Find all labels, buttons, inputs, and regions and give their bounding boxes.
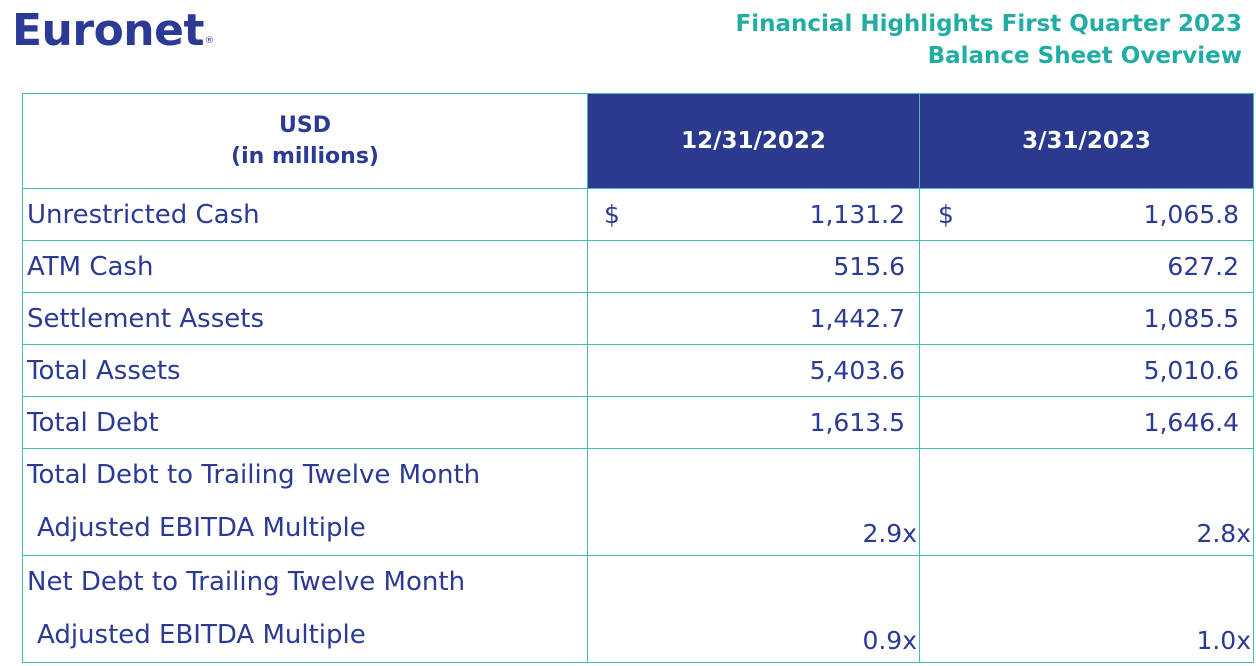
row-label: Unrestricted Cash — [22, 188, 588, 241]
row-value-2022: 0.9x — [587, 555, 920, 663]
row-label-line-1: Total Debt to Trailing Twelve Month — [27, 460, 481, 490]
units-header-line-2: (in millions) — [231, 144, 379, 169]
row-value-2022: 5,403.6 — [587, 344, 920, 397]
row-label: Total Assets — [22, 344, 588, 397]
title-line-1: Financial Highlights First Quarter 2023 — [735, 11, 1242, 37]
row-value-2023: 2.8x — [919, 448, 1254, 556]
title-line-2: Balance Sheet Overview — [927, 43, 1242, 69]
row-label: Total Debt to Trailing Twelve Month Adju… — [22, 448, 588, 556]
row-label: ATM Cash — [22, 240, 588, 293]
table-row: Total Assets 5,403.6 5,010.6 — [22, 344, 1254, 397]
currency-symbol: $ — [938, 200, 954, 229]
balance-sheet-table: USD (in millions) 12/31/2022 3/31/2023 U… — [22, 93, 1254, 663]
row-value-2022: 515.6 — [587, 240, 920, 293]
column-header-2022: 12/31/2022 — [587, 93, 920, 189]
row-label: Settlement Assets — [22, 292, 588, 345]
row-value-2022: 2.9x — [587, 448, 920, 556]
row-value-2023: 5,010.6 — [919, 344, 1254, 397]
row-label-line-2: Adjusted EBITDA Multiple — [37, 513, 366, 543]
row-value-2023: 1.0x — [919, 555, 1254, 663]
row-value-2022: $ 1,131.2 — [587, 188, 920, 241]
table-row: Total Debt to Trailing Twelve Month Adju… — [22, 448, 1254, 556]
row-label: Net Debt to Trailing Twelve Month Adjust… — [22, 555, 588, 663]
row-label: Total Debt — [22, 396, 588, 449]
table-row: Total Debt 1,613.5 1,646.4 — [22, 396, 1254, 449]
table-row: ATM Cash 515.6 627.2 — [22, 240, 1254, 293]
units-header: USD (in millions) — [22, 93, 588, 189]
row-label-line-2: Adjusted EBITDA Multiple — [37, 620, 366, 650]
units-header-line-1: USD — [279, 113, 331, 138]
row-value-2023: $ 1,065.8 — [919, 188, 1254, 241]
slide-title: Financial Highlights First Quarter 2023 … — [736, 8, 1242, 72]
table-row: Settlement Assets 1,442.7 1,085.5 — [22, 292, 1254, 345]
value-text: 1,065.8 — [1143, 200, 1239, 229]
row-value-2023: 627.2 — [919, 240, 1254, 293]
currency-symbol: $ — [604, 200, 620, 229]
value-text: 1,131.2 — [809, 200, 905, 229]
registered-mark: ® — [205, 36, 215, 46]
row-value-2022: 1,613.5 — [587, 396, 920, 449]
table-row: Unrestricted Cash $ 1,131.2 $ 1,065.8 — [22, 188, 1254, 241]
logo-wordmark: Euronet — [12, 5, 205, 56]
euronet-logo: Euronet ® — [12, 6, 214, 56]
row-value-2023: 1,646.4 — [919, 396, 1254, 449]
table-row: Net Debt to Trailing Twelve Month Adjust… — [22, 555, 1254, 663]
table-header-row: USD (in millions) 12/31/2022 3/31/2023 — [22, 93, 1254, 189]
row-value-2023: 1,085.5 — [919, 292, 1254, 345]
row-value-2022: 1,442.7 — [587, 292, 920, 345]
column-header-2023: 3/31/2023 — [919, 93, 1254, 189]
row-label-line-1: Net Debt to Trailing Twelve Month — [27, 567, 466, 597]
